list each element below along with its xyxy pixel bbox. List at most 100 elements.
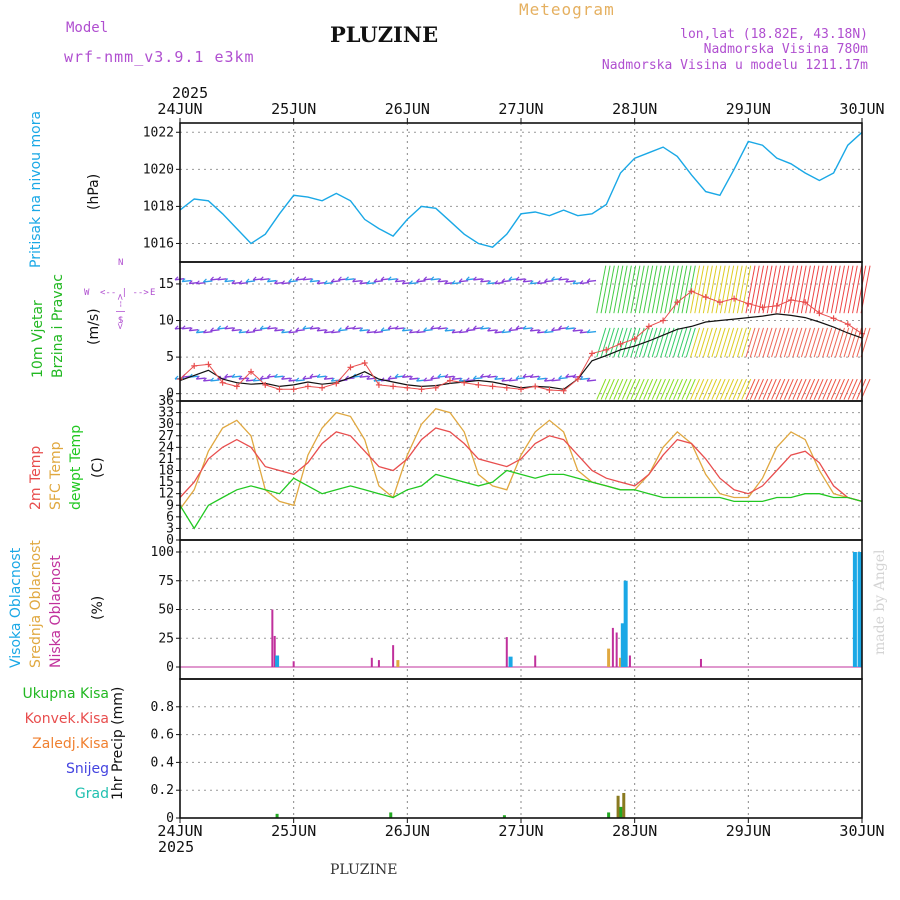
wind-barb-head (536, 280, 541, 285)
wind-hatch (673, 378, 683, 400)
x-tick-label-top: 27JUN (498, 100, 543, 118)
wind-barb-head (437, 325, 442, 330)
wind-barb-arrow (324, 377, 334, 380)
wind-barb-arrow (523, 327, 533, 330)
wind-barb-arrow (245, 280, 256, 283)
wind-barb-arrow (324, 281, 334, 285)
wind-barb-arrow (423, 379, 433, 382)
wind-barb-head (288, 329, 293, 334)
precip-bar (502, 815, 506, 818)
wind-barb-arrow (245, 330, 256, 334)
wind-barb-head (352, 278, 357, 283)
pressure-panel: 1016 1018 1020 1022 (143, 125, 863, 251)
wind-hatch (741, 327, 752, 358)
wind-hatch (613, 327, 624, 358)
wind-hatch (685, 265, 696, 314)
wind-barb-arrow (395, 280, 405, 283)
temp-ytick-label: 36 (158, 394, 174, 409)
wind-hatch (792, 265, 803, 314)
wind-barb-arrow (395, 327, 405, 330)
wind-barb-arrow (224, 327, 234, 330)
wind-hatch (728, 378, 739, 400)
wind-hatch (698, 378, 709, 400)
wind-hatch (609, 265, 620, 314)
wind-hatch (630, 378, 641, 400)
wind-barb-arrow (380, 328, 391, 332)
wind-barb-head (330, 278, 335, 283)
temp-ytick-label: 33 (158, 406, 174, 421)
wind-barb-head (210, 327, 214, 332)
pressure-ytick-label: 1022 (143, 125, 174, 140)
wind-hatch (626, 327, 637, 358)
wind-barb-head (309, 373, 314, 378)
wind-barb-arrow (331, 330, 341, 334)
wind-hatch (826, 378, 837, 400)
wind-barb-head (522, 325, 527, 330)
wind-hatch (719, 378, 730, 400)
pressure-line (179, 131, 863, 248)
wind-hatch (758, 327, 769, 358)
wind-barb-arrow (309, 279, 320, 283)
wind-barb-arrow (317, 375, 327, 378)
wind-hatch (677, 327, 688, 358)
wind-barb-arrow (331, 280, 341, 283)
wind-barb-head (558, 325, 563, 330)
wind-barb-head (543, 329, 548, 333)
x-tick-label-bottom: 26JUN (385, 822, 430, 840)
wind-hatch (826, 265, 837, 314)
wind-barb-head (295, 276, 300, 281)
wind-barb-head (380, 276, 385, 281)
cloud-bar (623, 580, 628, 667)
wind-barb-head (515, 375, 520, 380)
wind-hatch (736, 327, 747, 358)
cloud-bar (611, 627, 614, 667)
wind-barb-arrow (309, 327, 320, 330)
wind-hatch (805, 327, 816, 358)
wind-barb-head (316, 280, 321, 285)
wind-barb-head (558, 276, 563, 281)
wind-barb-head (409, 375, 413, 380)
wind-barb-arrow (480, 327, 490, 330)
precip-bar (622, 792, 626, 818)
wind-barb-head (202, 329, 207, 334)
wind-hatch (813, 265, 824, 314)
wind-hatch (690, 327, 701, 358)
wind-barb-head (274, 280, 278, 285)
wind-barb-arrow (508, 328, 518, 332)
wind-hatch (638, 265, 649, 314)
wind-hatch (660, 378, 671, 400)
wind-barb-head (217, 325, 222, 330)
wind-barb-head (337, 276, 342, 281)
wind-barb-head (529, 327, 534, 332)
wind-hatch (600, 378, 611, 400)
wind-hatch (715, 327, 726, 358)
wind-barb-head (401, 280, 406, 285)
wind-barb-head (394, 325, 399, 330)
wind-hatch (724, 378, 735, 400)
wind-barb-head (487, 373, 492, 378)
cloud-bar (275, 655, 280, 667)
cloud-bar (292, 661, 295, 667)
wind-hatch (749, 378, 760, 400)
precip-ytick-label: 0.6 (151, 728, 174, 743)
wind-barb-head (572, 280, 577, 285)
temp-ytick-label: 12 (158, 487, 174, 502)
wind-barb-arrow (544, 279, 554, 283)
wind-barb-arrow (217, 278, 227, 281)
wind-barb-head (202, 278, 207, 283)
wind-hatch (822, 265, 833, 314)
wind-barb-head (366, 329, 371, 334)
wind-barb-head (444, 373, 449, 378)
wind-hatch (660, 265, 671, 314)
wind-hatch (707, 327, 718, 358)
wind-hatch (779, 378, 790, 400)
wind-hatch (677, 378, 688, 400)
wind-hatch (681, 378, 692, 400)
cloud-bar (392, 645, 395, 667)
t2m-line (179, 427, 863, 503)
wind-hatch (685, 327, 696, 358)
wind-barb-head (210, 377, 214, 382)
wind-hatch (805, 265, 816, 314)
wind-hatch (758, 378, 769, 400)
wind-barb-head (508, 276, 513, 281)
